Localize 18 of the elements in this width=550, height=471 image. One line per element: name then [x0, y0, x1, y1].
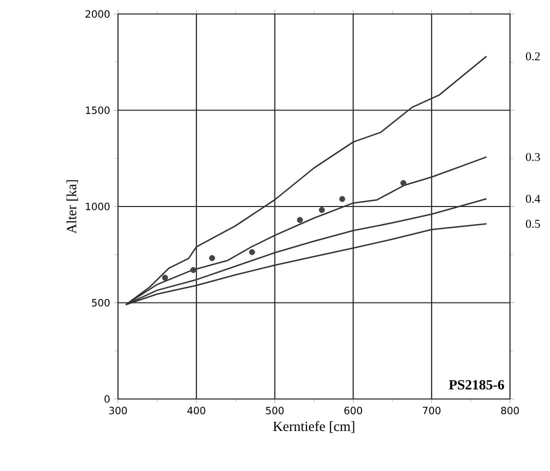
y-tick-label: 2000 — [86, 10, 110, 18]
y-tick-label: 1000 — [86, 202, 110, 210]
x-tick-label: 800 — [501, 406, 519, 414]
y-tick-label: 0 — [104, 395, 110, 403]
x-tick-label: 300 — [109, 406, 127, 414]
x-axis-title: Kerntiefe [cm] — [273, 421, 354, 433]
y-tick-label: 500 — [92, 298, 110, 307]
text: 0.3 — [526, 152, 540, 162]
y-tick-label: 1500 — [86, 106, 110, 114]
x-tick-label: 400 — [187, 406, 206, 414]
x-tick-label: 700 — [422, 406, 440, 414]
annotation: PS2185-6 — [448, 380, 504, 390]
x-tick-label: 600 — [344, 406, 362, 414]
text: 0.4 — [526, 194, 540, 203]
text: 0.2 — [526, 52, 540, 60]
y-axis-title: Alter [ka] — [66, 180, 78, 234]
x-tick-label: 500 — [266, 406, 284, 414]
text: 0.5 — [526, 220, 540, 228]
